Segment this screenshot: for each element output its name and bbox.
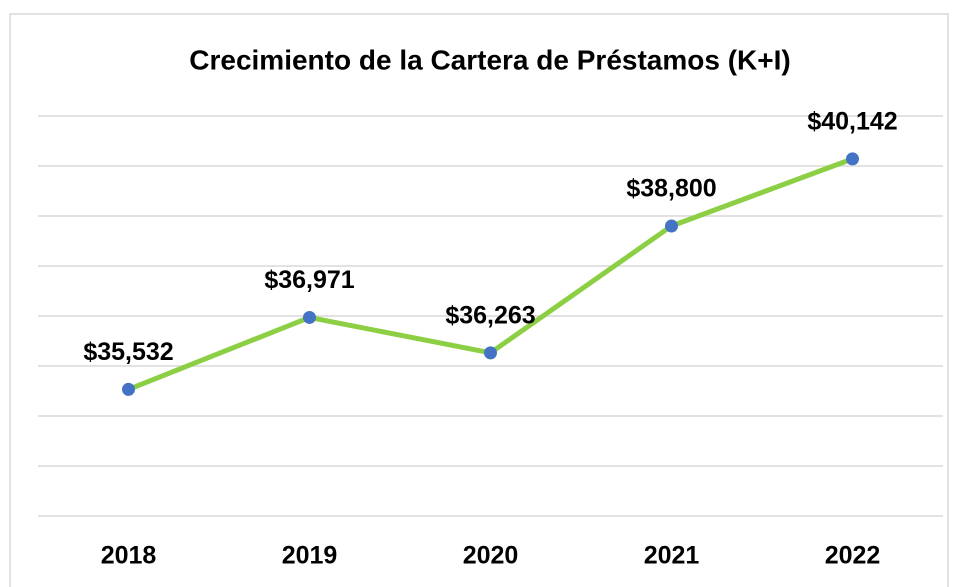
- x-tick-label: 2019: [282, 542, 338, 570]
- chart-title: Crecimiento de la Cartera de Préstamos (…: [189, 44, 790, 75]
- x-tick-label: 2020: [463, 542, 519, 570]
- data-label: $35,532: [83, 338, 173, 366]
- marker: [303, 310, 316, 324]
- data-label: $36,263: [445, 301, 535, 329]
- x-tick-label: 2022: [825, 542, 881, 570]
- marker: [484, 346, 497, 360]
- data-label: $38,800: [626, 175, 716, 203]
- data-label: $36,971: [264, 266, 354, 294]
- chart-frame: [9, 13, 949, 587]
- x-tick-label: 2021: [644, 542, 700, 570]
- marker: [122, 382, 135, 396]
- marker: [665, 219, 678, 233]
- data-label: $40,142: [807, 108, 897, 136]
- x-tick-label: 2018: [101, 542, 157, 570]
- marker: [846, 152, 859, 166]
